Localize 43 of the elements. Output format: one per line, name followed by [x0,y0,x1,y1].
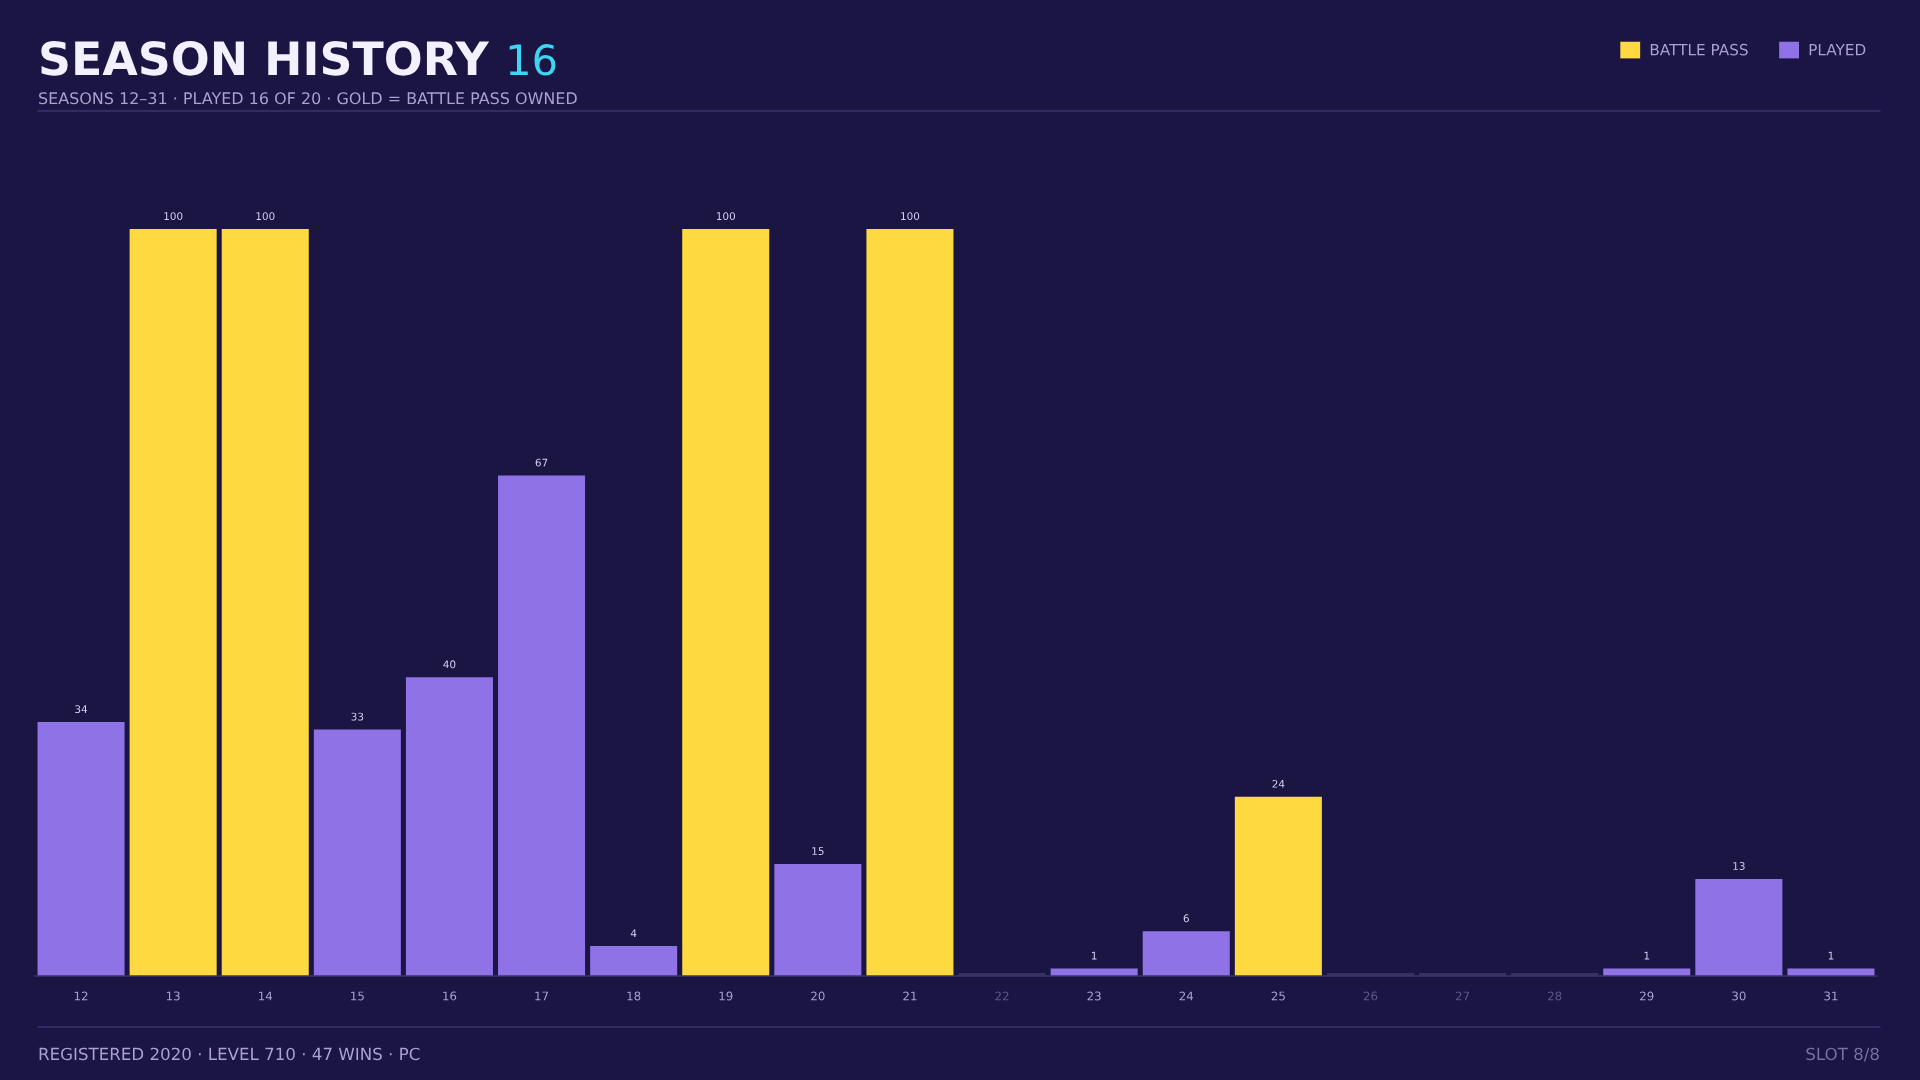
data-label: 1 [1644,951,1650,960]
x-tick-label: 22 [995,991,1009,1001]
x-tick-label: 17 [535,991,549,1001]
x-tick-label: 21 [903,991,917,1001]
legend-label: PLAYED [1809,44,1866,56]
x-tick-label: 19 [719,991,733,1001]
legend-label: BATTLE PASS [1650,43,1748,56]
x-tick-label: 18 [627,991,641,1001]
text: 16 [509,44,556,76]
x-tick-label: 27 [1455,991,1470,1001]
x-tick-label: 30 [1732,991,1746,1001]
x-tick-label: 29 [1640,991,1654,1001]
x-tick-label: 20 [811,991,825,1001]
data-label: 1 [1091,951,1097,960]
x-tick-label: 25 [1271,991,1285,1001]
data-label: 100 [716,212,735,221]
x-tick-label: 23 [1087,991,1101,1001]
data-label: 6 [1183,914,1189,923]
text: REGISTERED 2020 · LEVEL 710 · 47 WINS · PC [39,1047,420,1061]
chart-title: SEASON HISTORY [41,40,490,76]
data-label: 34 [75,705,88,714]
chart-subtitle: SEASONS 12–31 · PLAYED 16 OF 20 · GOLD = BATTLE PASS OWNED [39,92,577,105]
x-tick-label: 13 [166,991,180,1001]
data-label: 40 [443,660,456,669]
data-label: 4 [630,929,637,938]
data-label: 100 [256,212,275,221]
data-label: 100 [164,212,183,221]
data-label: 15 [812,847,824,855]
x-tick-label: 14 [259,991,273,1001]
x-tick-label: 24 [1179,991,1194,1001]
data-label: 100 [901,212,920,221]
data-label: 1 [1828,951,1834,960]
x-tick-label: 15 [351,991,364,1001]
data-label: 24 [1272,779,1285,788]
x-tick-label: 16 [443,991,457,1001]
data-label: 13 [1733,862,1745,870]
data-label: 33 [351,712,364,721]
x-tick-label: 28 [1548,991,1562,1001]
x-tick-label: 12 [74,991,88,1001]
x-tick-label: 26 [1363,991,1378,1001]
x-tick-label: 31 [1824,991,1838,1001]
data-label: 67 [535,458,548,467]
text: SLOT 8/8 [1806,1047,1879,1062]
